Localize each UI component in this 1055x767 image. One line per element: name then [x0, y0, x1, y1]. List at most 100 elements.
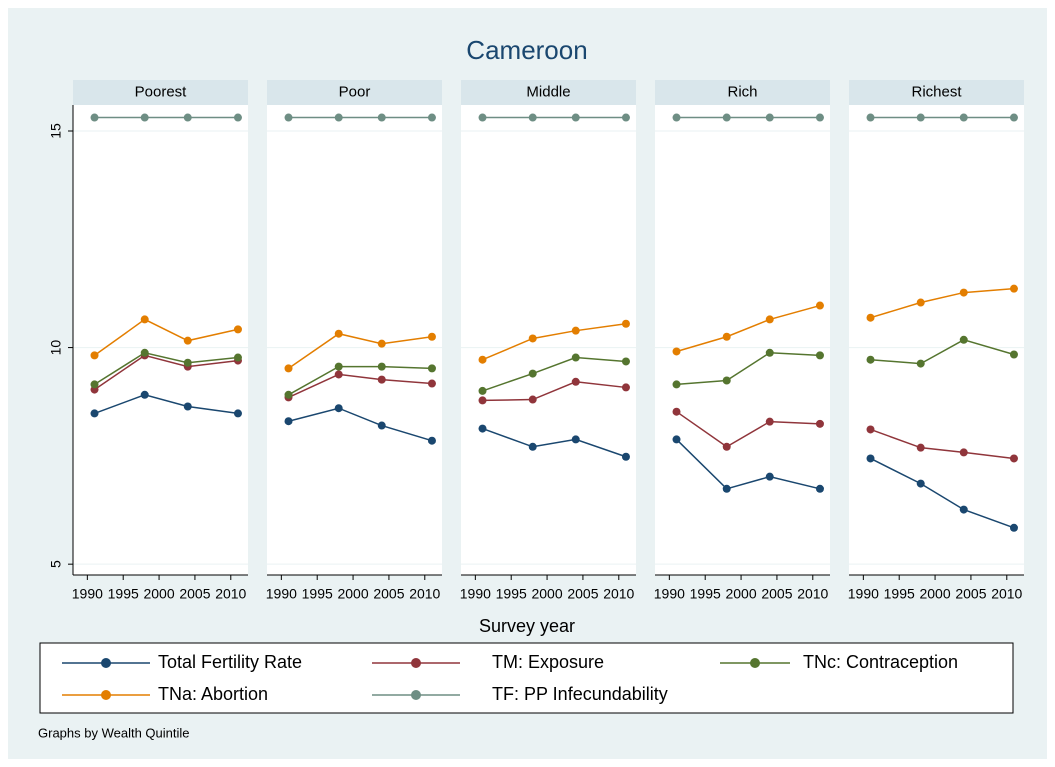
series-line — [482, 356, 627, 392]
panel-title: Middle — [526, 83, 570, 100]
plot-area — [73, 105, 248, 575]
panel-title: Poorest — [135, 83, 188, 100]
legend-box — [39, 642, 1014, 714]
x-tick-label: 2000 — [531, 586, 562, 602]
x-tick-label: 2005 — [761, 586, 792, 602]
data-point — [916, 298, 925, 307]
x-tick-label: 2010 — [409, 586, 440, 602]
data-point — [427, 332, 436, 341]
data-point — [183, 336, 192, 345]
series-line — [94, 318, 239, 356]
data-point — [722, 442, 731, 451]
x-tick-label: 2000 — [143, 586, 174, 602]
data-point — [478, 396, 487, 405]
data-point — [334, 370, 343, 379]
data-point — [528, 369, 537, 378]
panel-header — [461, 80, 636, 105]
legend-marker — [101, 690, 111, 700]
data-point — [377, 362, 386, 371]
data-point — [571, 353, 580, 362]
data-point — [765, 417, 774, 426]
series-line — [94, 354, 239, 391]
panel-header — [73, 80, 248, 105]
data-point — [959, 288, 968, 297]
data-point — [334, 329, 343, 338]
plot-area — [849, 105, 1024, 575]
data-point — [377, 375, 386, 384]
series-line — [676, 304, 821, 353]
x-tick-label: 2010 — [215, 586, 246, 602]
data-point — [765, 315, 774, 324]
data-point — [815, 301, 824, 310]
data-point — [866, 425, 875, 434]
data-point — [427, 436, 436, 445]
data-point — [377, 339, 386, 348]
data-point — [478, 355, 487, 364]
data-point — [765, 348, 774, 357]
data-point — [916, 113, 925, 122]
data-point — [959, 335, 968, 344]
data-point — [90, 351, 99, 360]
data-point — [233, 353, 242, 362]
plot-area — [461, 105, 636, 575]
data-point — [722, 113, 731, 122]
series-line — [482, 323, 627, 361]
data-point — [571, 377, 580, 386]
series-line — [870, 338, 1015, 365]
data-point — [1009, 113, 1018, 122]
x-tick-label: 2005 — [955, 586, 986, 602]
series-line — [870, 287, 1015, 319]
series-line — [288, 373, 433, 399]
series-line — [288, 365, 432, 396]
x-tick-label: 2005 — [567, 586, 598, 602]
note: Graphs by Wealth Quintile — [38, 725, 190, 740]
data-point — [571, 435, 580, 444]
series-line — [288, 332, 433, 369]
data-point — [90, 380, 99, 389]
data-point — [866, 454, 875, 463]
data-point — [621, 357, 630, 366]
data-point — [866, 355, 875, 364]
data-point — [765, 113, 774, 122]
data-point — [815, 113, 824, 122]
data-point — [815, 351, 824, 360]
data-point — [284, 113, 293, 122]
data-point — [90, 113, 99, 122]
series-line — [94, 394, 239, 415]
data-point — [90, 409, 99, 418]
x-tick-label: 2000 — [919, 586, 950, 602]
series-line — [676, 352, 820, 386]
data-point — [1009, 454, 1018, 463]
data-point — [621, 383, 630, 392]
panel-title: Richest — [911, 83, 962, 100]
data-point — [427, 379, 436, 388]
data-point — [284, 417, 293, 426]
x-tick-label: 1995 — [690, 586, 721, 602]
data-point — [916, 479, 925, 488]
data-point — [621, 452, 630, 461]
data-point — [140, 315, 149, 324]
data-point — [233, 325, 242, 334]
data-point — [334, 404, 343, 413]
series-line — [870, 428, 1015, 460]
data-point — [140, 348, 149, 357]
x-tick-label: 2000 — [337, 586, 368, 602]
x-tick-label: 1990 — [460, 586, 491, 602]
data-point — [866, 113, 875, 122]
x-tick-label: 1990 — [654, 586, 685, 602]
x-tick-label: 1995 — [884, 586, 915, 602]
x-tick-label: 1990 — [848, 586, 879, 602]
panel-title: Poor — [339, 83, 371, 100]
data-point — [1009, 350, 1018, 359]
data-point — [334, 113, 343, 122]
series-line — [482, 427, 627, 458]
panel-title: Rich — [727, 83, 757, 100]
data-point — [233, 409, 242, 418]
plot-area — [655, 105, 830, 575]
x-tick-label: 1990 — [72, 586, 103, 602]
data-point — [478, 424, 487, 433]
data-point — [722, 332, 731, 341]
data-point — [528, 334, 537, 343]
data-point — [140, 113, 149, 122]
